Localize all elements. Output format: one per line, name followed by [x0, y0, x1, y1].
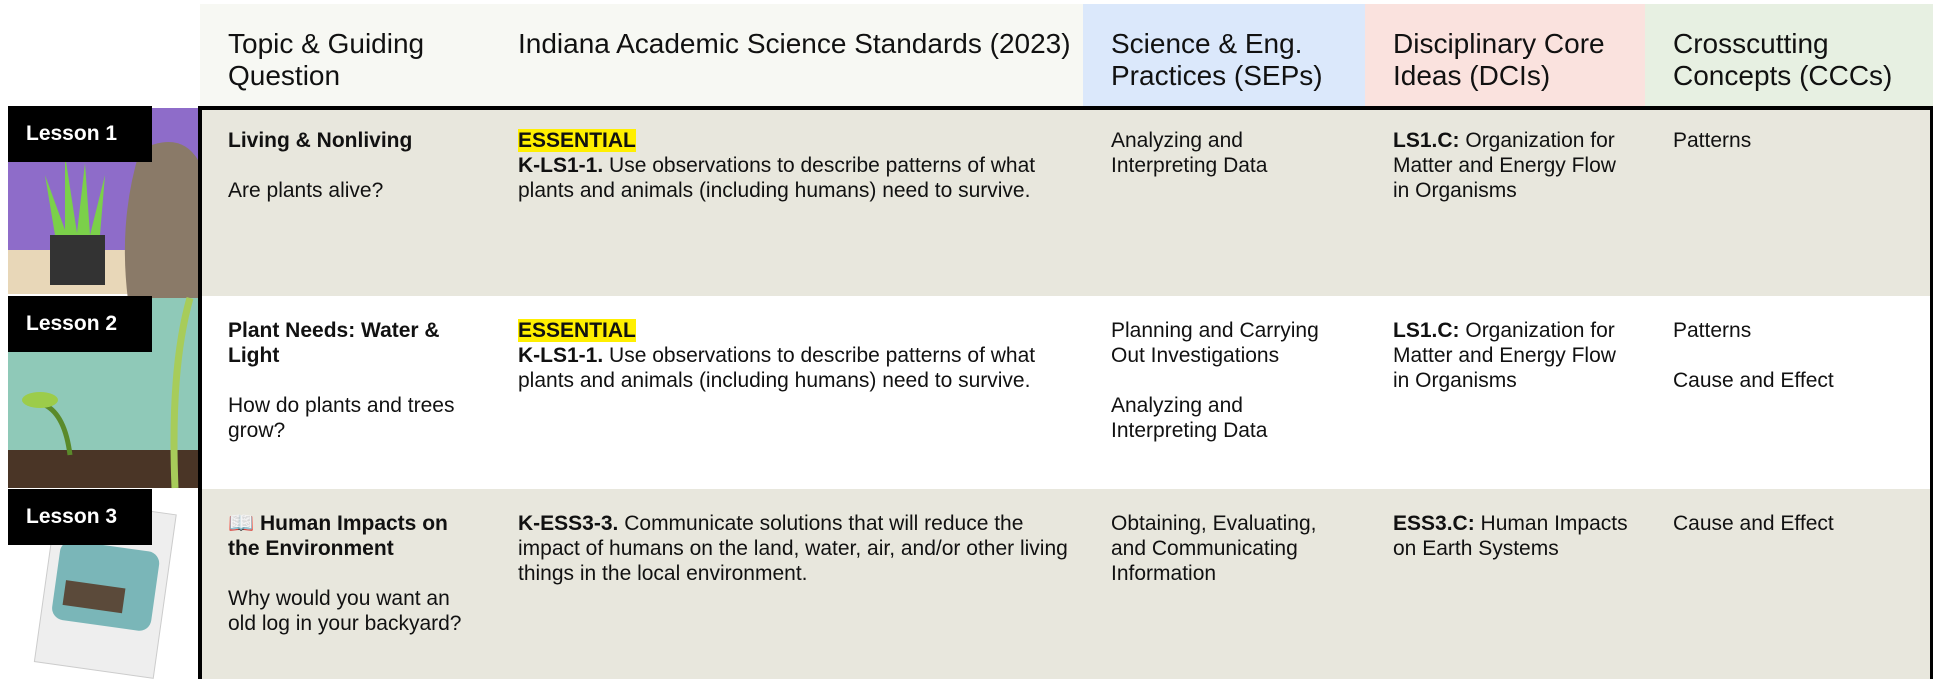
lesson-title: Living & Nonliving: [228, 129, 413, 152]
lesson-title: Plant Needs: Water & Light: [228, 319, 440, 367]
header-text: Disciplinary Core Ideas (DCIs): [1393, 28, 1605, 91]
lesson-title: 📖 Human Impacts on the Environment: [228, 512, 448, 560]
dci-code: LS1.C:: [1393, 319, 1460, 342]
dci-code: ESS3.C:: [1393, 512, 1475, 535]
title-block: 📖 Human Impacts on the Environment: [228, 511, 478, 561]
topic-cell: Living & Nonliving Are plants alive?: [200, 106, 490, 296]
topic-cell: 📖 Human Impacts on the Environment Why wo…: [200, 489, 490, 679]
header-cell: Disciplinary Core Ideas (DCIs): [1365, 4, 1645, 106]
title-block: Living & Nonliving: [228, 128, 478, 153]
dci-text: Organization for Matter and Energy Flow …: [1393, 129, 1616, 202]
dci-text: Organization for Matter and Energy Flow …: [1393, 319, 1616, 392]
ccc: Patterns: [1673, 129, 1752, 152]
guiding-question: Are plants alive?: [228, 179, 384, 202]
header-text: Crosscutting Concepts (CCCs): [1673, 28, 1893, 91]
standard-code: K-ESS3-3.: [518, 512, 619, 535]
standard-cell: ESSENTIAL K-LS1-1. Use observations to de…: [490, 106, 1083, 296]
lesson-label: Lesson 3: [8, 489, 152, 545]
sep: Planning and Carrying Out Investigations: [1111, 319, 1319, 367]
header-text: Science & Eng. Practices (SEPs): [1111, 28, 1323, 91]
lesson-label: Lesson 1: [8, 106, 152, 162]
dci-cell: ESS3.C: Human Impacts on Earth Systems: [1365, 489, 1645, 679]
standard-text: Use observations to describe patterns of…: [518, 154, 1036, 202]
essential-tag: ESSENTIAL: [518, 319, 636, 342]
dci-code: LS1.C:: [1393, 129, 1460, 152]
header-cell: Indiana Academic Science Standards (2023…: [490, 4, 1083, 106]
ccc: Patterns: [1673, 319, 1752, 342]
standard-cell: ESSENTIAL K-LS1-1. Use observations to de…: [490, 296, 1083, 489]
ccc: Cause and Effect: [1673, 369, 1834, 392]
ccc-cell: Cause and Effect: [1645, 489, 1933, 679]
header-text: Topic & Guiding Question: [228, 28, 425, 91]
sep: Obtaining, Evaluating, and Communicating…: [1111, 512, 1317, 585]
header-text: Indiana Academic Science Standards (2023…: [518, 28, 1071, 59]
title-block: Plant Needs: Water & Light: [228, 318, 478, 368]
dci-cell: LS1.C: Organization for Matter and Energ…: [1365, 106, 1645, 296]
sep: Analyzing and Interpreting Data: [1111, 129, 1268, 177]
dci-cell: LS1.C: Organization for Matter and Energ…: [1365, 296, 1645, 489]
sep: Analyzing and Interpreting Data: [1111, 394, 1268, 442]
standard-text: Use observations to describe patterns of…: [518, 344, 1036, 392]
ccc: Cause and Effect: [1673, 512, 1834, 535]
guiding-question: Why would you want an old log in your ba…: [228, 587, 462, 635]
standard-code: K-LS1-1.: [518, 154, 604, 177]
ccc-cell: Patterns: [1645, 106, 1933, 296]
lesson-label: Lesson 2: [8, 296, 152, 352]
essential-tag: ESSENTIAL: [518, 129, 636, 152]
sep-cell: Planning and Carrying Out Investigations…: [1083, 296, 1365, 489]
guiding-question: How do plants and trees grow?: [228, 394, 455, 442]
ccc-cell: Patterns Cause and Effect: [1645, 296, 1933, 489]
header-cell: Crosscutting Concepts (CCCs): [1645, 4, 1933, 106]
topic-cell: Plant Needs: Water & Light How do plants …: [200, 296, 490, 489]
sep-cell: Obtaining, Evaluating, and Communicating…: [1083, 489, 1365, 679]
header-cell: Topic & Guiding Question: [200, 4, 490, 106]
standard-code: K-LS1-1.: [518, 344, 604, 367]
sep-cell: Analyzing and Interpreting Data: [1083, 106, 1365, 296]
dci-text: Human Impacts on Earth Systems: [1393, 512, 1628, 560]
standard-cell: K-ESS3-3. Communicate solutions that wil…: [490, 489, 1083, 679]
standard-text: Communicate solutions that will reduce t…: [518, 512, 1068, 585]
header-cell: Science & Eng. Practices (SEPs): [1083, 4, 1365, 106]
